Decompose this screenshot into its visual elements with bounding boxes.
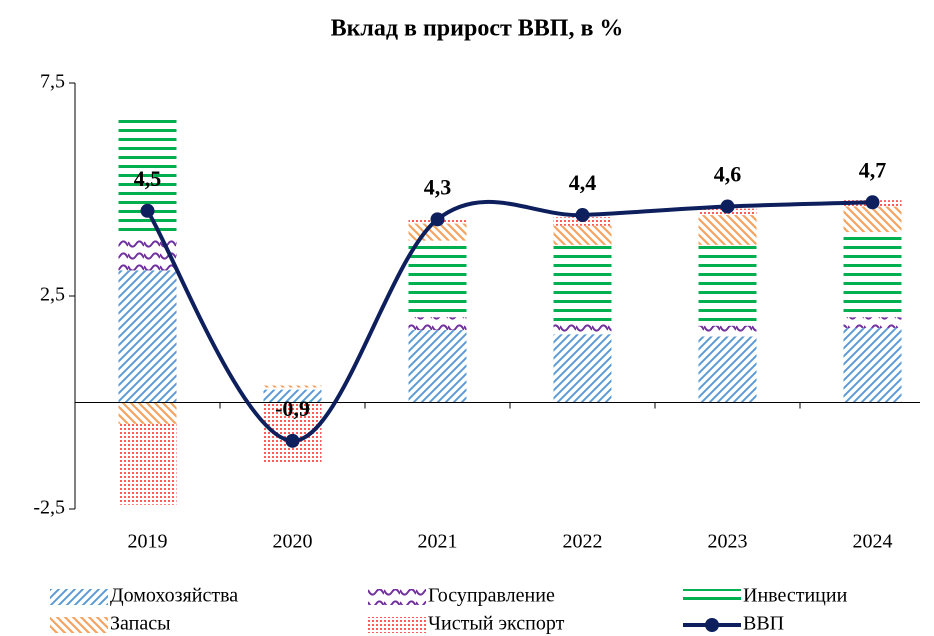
legend-label: Госуправление <box>428 585 555 607</box>
value-label: -0,9 <box>275 396 310 421</box>
line-point <box>575 208 590 223</box>
bar-segment <box>698 336 757 403</box>
legend-swatch <box>368 617 426 633</box>
bar-segment <box>408 317 467 331</box>
bar-segment <box>408 240 467 318</box>
bar-segment <box>698 215 757 245</box>
x-tick-label: 2020 <box>273 531 313 553</box>
legend-label: Запасы <box>110 613 171 635</box>
y-tick-label: 7,5 <box>40 71 65 93</box>
legend-swatch <box>50 589 108 605</box>
legend-label: Домохозяйства <box>110 585 238 607</box>
bar-segment <box>118 402 177 424</box>
x-tick-label: 2021 <box>418 531 458 553</box>
line-point <box>140 203 155 218</box>
bar-segment <box>553 323 612 335</box>
bar-segment <box>118 423 177 505</box>
value-label: 4,5 <box>134 166 162 191</box>
value-label: 4,4 <box>569 170 597 195</box>
bar-segment <box>553 244 612 324</box>
legend-swatch <box>50 617 108 633</box>
legend-swatch <box>368 589 426 605</box>
legend-label: Чистый экспорт <box>428 613 565 635</box>
bar-segment <box>843 317 902 328</box>
bar-segment <box>698 325 757 337</box>
bar-segment <box>843 232 902 318</box>
legend-label: Инвестиции <box>743 585 848 607</box>
chart-title: Вклад в прирост ВВП, в % <box>331 16 624 42</box>
bar-segment <box>843 327 902 403</box>
value-label: 4,7 <box>859 157 887 182</box>
line-point <box>285 433 300 448</box>
bar-segment <box>408 330 467 403</box>
bar-segment <box>698 244 757 326</box>
bar-segment <box>118 236 177 271</box>
y-tick-label: -2,5 <box>33 497 65 519</box>
legend-swatch <box>683 589 741 605</box>
line-point <box>865 195 880 210</box>
x-tick-label: 2022 <box>563 531 603 553</box>
bar-segment <box>553 225 612 245</box>
y-tick-label: 2,5 <box>40 284 65 306</box>
bar-segment <box>263 387 322 390</box>
line-point <box>720 199 735 214</box>
bar-segment <box>843 206 902 233</box>
legend-label: ВВП <box>743 613 784 635</box>
line-point <box>430 212 445 227</box>
value-label: 4,6 <box>714 162 742 187</box>
bar-segment <box>263 385 322 388</box>
x-tick-label: 2019 <box>128 531 168 553</box>
legend-swatch <box>705 618 719 632</box>
value-label: 4,3 <box>424 174 452 199</box>
bar-segment <box>118 270 177 403</box>
bar-segment <box>553 334 612 403</box>
x-tick-label: 2023 <box>708 531 748 553</box>
x-tick-label: 2024 <box>853 531 893 553</box>
bar-segment <box>263 389 322 403</box>
